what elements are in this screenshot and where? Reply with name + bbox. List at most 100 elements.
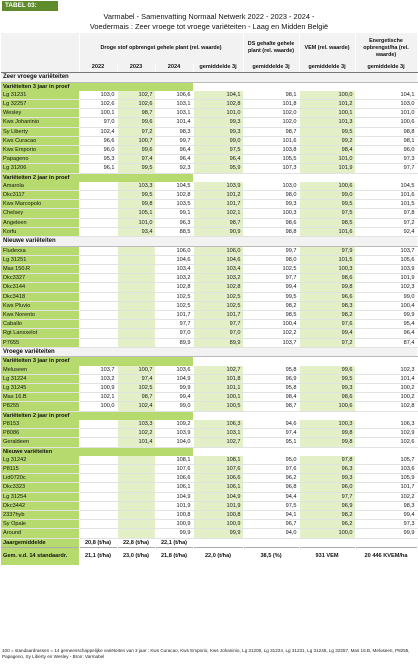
value-cell: 99,3 (193, 127, 244, 137)
value-cell: 100,1 (79, 108, 118, 119)
value-cell: 102,5 (117, 383, 156, 394)
value-cell: 100,1 (193, 392, 244, 403)
table-row: Lg 31206 96,1 99,5 92,3 95,9 107,3 101,9 97,7 (1, 163, 418, 174)
value-cell (117, 273, 156, 284)
value-cell: 96,0 (79, 145, 118, 156)
value-cell: 101,9 (355, 273, 418, 284)
value-cell (79, 310, 118, 321)
value-cell: 101,8 (243, 99, 300, 110)
footer-cell: 21,1 (t/ha) (79, 546, 118, 565)
table-row: Lg 31245 100,9 102,5 99,9 101,1 95,8 99,3 100,2 (1, 383, 418, 394)
value-cell (117, 255, 156, 266)
value-cell: 95,4 (355, 319, 418, 330)
variety-name: Rgt Lanxxelot (1, 328, 80, 339)
value-cell: 98,1 (243, 90, 300, 100)
footer-cell: 23,0 (t/ha) (117, 546, 156, 565)
footer-label: Jaargemiddelde (1, 537, 80, 548)
value-cell: 107,3 (243, 163, 300, 174)
value-cell (117, 473, 156, 484)
value-cell: 96,0 (355, 145, 418, 156)
footer-label: Gem. v.d. 14 standaardr. (1, 546, 80, 565)
table-row: Meluseen 103,7 100,7 103,6 102,7 95,8 99,6 102,… (1, 365, 418, 375)
value-cell: 92,4 (355, 227, 418, 238)
value-cell: 93,4 (117, 227, 156, 238)
value-cell: 100,0 (299, 528, 356, 539)
value-cell: 97,6 (299, 319, 356, 330)
value-cell: 102,5 (243, 264, 300, 275)
value-cell (117, 492, 156, 502)
value-cell: 96,0 (299, 482, 356, 493)
value-cell: 98,6 (299, 392, 356, 403)
value-cell: 102,7 (193, 437, 244, 448)
table-row: P8153 103,3 109,2 106,3 94,6 100,3 106,3 (1, 419, 418, 430)
value-cell: 98,2 (243, 301, 300, 312)
value-cell: 102,7 (193, 365, 244, 375)
table-row: Lg 31224 103,2 97,4 104,9 101,8 96,9 99,5 101,4 (1, 374, 418, 385)
value-cell: 107,6 (155, 464, 194, 475)
value-cell: 102,9 (355, 428, 418, 439)
value-cell: 105,6 (355, 255, 418, 266)
footer-cell (355, 537, 418, 548)
value-cell: 90,9 (193, 227, 244, 238)
value-cell: 103,0 (79, 90, 118, 100)
value-cell: 106,1 (193, 482, 244, 493)
value-cell: 106,6 (193, 473, 244, 484)
table-row: Around 99,9 99,9 94,0 100,0 99,9 (1, 528, 418, 539)
value-cell: 101,6 (355, 190, 418, 201)
value-cell (79, 328, 118, 339)
variety-name: Fludexxa (1, 246, 80, 256)
variety-name: Lg 31206 (1, 163, 80, 174)
value-cell (117, 292, 156, 302)
section-header: Zeer vroege variëteiten (1, 72, 418, 83)
subgroup-spacer (193, 447, 418, 456)
value-cell: 103,0 (243, 181, 300, 192)
value-cell: 96,2 (299, 519, 356, 530)
value-cell: 102,5 (193, 301, 244, 312)
header-corner (1, 33, 80, 63)
value-cell: 105,7 (355, 455, 418, 465)
value-cell (117, 501, 156, 511)
subgroup-spacer (193, 82, 418, 91)
value-cell: 102,8 (155, 282, 194, 293)
value-cell: 97,2 (117, 127, 156, 137)
value-cell: 97,5 (193, 145, 244, 156)
value-cell: 103,1 (155, 99, 194, 110)
header-ds-content: DS gehalte gehele plant (rel. waarde) (243, 33, 300, 63)
header-row-years: 2022 2023 2024 gemiddelde 3j gemiddelde … (1, 63, 418, 73)
value-cell: 100,2 (355, 383, 418, 394)
subgroup-header: Variëteiten 2 jaar in proef (1, 411, 418, 420)
value-cell (79, 190, 118, 201)
value-cell: 95,8 (243, 383, 300, 394)
value-cell: 97,7 (243, 273, 300, 284)
header-row-groups: Droge stof opbrengst gehele plant (rel. … (1, 33, 418, 63)
value-cell: 97,4 (243, 428, 300, 439)
header-2024: 2024 (155, 63, 194, 73)
subgroup-title: Nieuwe variëteiten (1, 447, 194, 456)
subgroup-spacer (193, 356, 418, 366)
value-cell: 97,7 (193, 319, 244, 330)
value-cell: 100,0 (299, 90, 356, 100)
value-cell: 98,3 (299, 301, 356, 312)
page-title: Varmabel - Samenvatting Normaal Netwerk … (103, 12, 315, 21)
value-cell: 102,2 (117, 428, 156, 439)
value-cell: 98,7 (117, 108, 156, 119)
value-cell (79, 501, 118, 511)
variety-name: Kws Marcopolo (1, 199, 80, 210)
value-cell: 100,7 (117, 365, 156, 375)
value-cell: 96,4 (355, 328, 418, 339)
value-cell (79, 510, 118, 521)
value-cell (79, 492, 118, 502)
value-cell: 99,8 (299, 428, 356, 439)
table-row: Dkc3418 102,5 102,5 99,5 96,6 99,0 (1, 292, 418, 302)
value-cell: 102,5 (155, 292, 194, 302)
value-cell: 100,9 (79, 383, 118, 394)
variety-name: Mas 150.R (1, 264, 80, 275)
value-cell: 95,1 (243, 437, 300, 448)
value-cell: 102,4 (79, 127, 118, 137)
value-cell: 101,7 (193, 310, 244, 321)
value-cell: 101,9 (299, 163, 356, 174)
value-cell: 100,7 (117, 136, 156, 147)
value-cell: 103,7 (243, 338, 300, 348)
value-cell: 97,7 (155, 319, 194, 330)
value-cell: 98,4 (243, 392, 300, 403)
